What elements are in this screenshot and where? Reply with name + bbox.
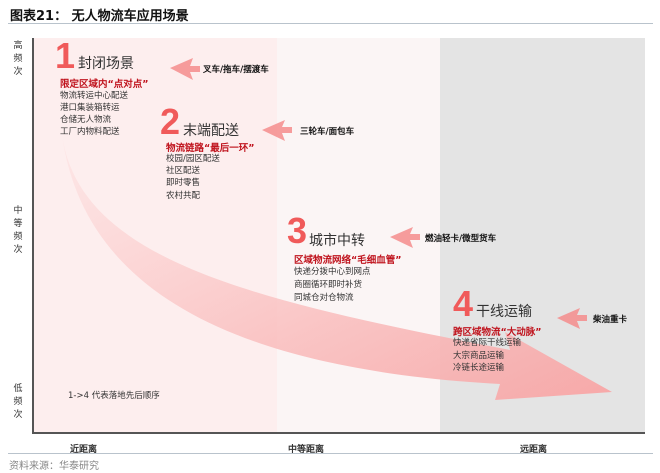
stage-number: 4 (453, 283, 474, 324)
vehicle-label: 三轮车/面包车 (300, 127, 355, 137)
arrow-1 (170, 58, 200, 80)
stage-name: 干线运输 (476, 304, 532, 320)
stage-number: 2 (160, 101, 181, 142)
stage-item: 同城仓对仓物流 (294, 293, 354, 303)
y-label-mid: 中等频次 (13, 206, 23, 255)
vehicle-label: 柴油重卡 (593, 315, 628, 325)
divider (8, 23, 653, 24)
stage-subtitle: 区域物流网络“毛细血管” (294, 255, 402, 266)
x-label-near: 近距离 (70, 445, 98, 455)
stage-name: 封闭场景 (78, 56, 134, 72)
stage-item: 即时零售 (166, 178, 201, 188)
arrow-4 (557, 308, 587, 329)
vehicle-label: 燃油轻卡/微型货车 (425, 234, 497, 244)
stage-item: 社区配送 (166, 166, 201, 176)
y-label-low: 低频次 (13, 384, 23, 420)
vehicle-label: 叉车/拖车/摆渡车 (203, 65, 269, 75)
stage-item: 快递分拨中心到网点 (294, 267, 371, 277)
stage-number: 1 (55, 35, 76, 76)
stage-item: 冷链长途运输 (453, 363, 505, 373)
x-axis (32, 432, 645, 434)
stage-item: 物流转运中心配送 (60, 91, 129, 101)
y-label-high: 高频次 (13, 41, 23, 77)
stage-item: 仓储无人物流 (60, 115, 112, 125)
source-note: 资料来源：华泰研究 (9, 461, 99, 472)
stage-item: 港口集装箱转运 (60, 103, 120, 113)
order-note: 1->4 代表落地先后顺序 (68, 391, 160, 401)
vehicle-arrows (170, 58, 587, 329)
figure-title: 图表21： 无人物流车应用场景 (10, 9, 189, 24)
stage-item: 大宗商品运输 (453, 351, 505, 361)
stage-subtitle: 限定区域内“点对点” (60, 79, 149, 90)
stage-subtitle: 物流链路“最后一环” (166, 143, 255, 154)
arrow-3 (390, 227, 420, 248)
x-label-far: 远距离 (520, 445, 548, 455)
arrow-2 (262, 120, 292, 141)
stage-item: 商圈循环即时补货 (294, 280, 363, 290)
stage-item: 校园/园区配送 (166, 154, 220, 164)
swoosh-arrow (62, 135, 612, 400)
stage-name: 末端配送 (183, 123, 239, 139)
stage-item: 农村共配 (166, 191, 201, 201)
divider (8, 453, 653, 454)
x-label-mid: 中等距离 (288, 445, 325, 455)
stage-subtitle: 跨区域物流“大动脉” (453, 327, 542, 338)
zone-near (33, 38, 277, 432)
y-axis (32, 38, 34, 434)
stage-name: 城市中转 (309, 233, 365, 249)
stage-number: 3 (287, 210, 308, 251)
stage-item: 工厂内物料配送 (60, 127, 120, 137)
stage-item: 快递省际干线运输 (453, 338, 522, 348)
